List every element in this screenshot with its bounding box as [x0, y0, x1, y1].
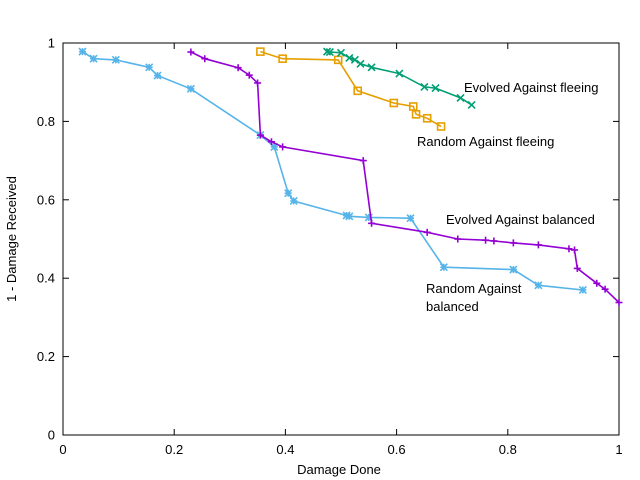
data-point	[256, 131, 264, 139]
data-point	[186, 84, 195, 93]
series-label-4: Evolved Against fleeing	[464, 80, 598, 95]
series-label-line: Evolved Against balanced	[446, 212, 595, 227]
series-line	[326, 50, 473, 106]
series-label-line: balanced	[426, 299, 479, 314]
data-point	[323, 47, 332, 56]
data-point	[345, 212, 354, 221]
data-point	[509, 265, 518, 274]
data-point	[187, 48, 195, 56]
data-point	[78, 47, 87, 56]
data-point	[615, 299, 623, 307]
data-point	[534, 281, 543, 290]
data-point	[256, 47, 265, 56]
data-point	[367, 63, 376, 72]
data-point	[89, 54, 98, 63]
data-point	[509, 239, 517, 247]
series-labels: Random Against balanced Evolved Against ba…	[417, 80, 598, 314]
series-line	[190, 51, 620, 304]
data-point	[423, 228, 431, 236]
series-label-2: Evolved Against balanced	[446, 212, 595, 227]
data-point	[420, 82, 429, 91]
y-tick-label: 0	[48, 428, 55, 443]
series-line	[260, 50, 442, 128]
data-point	[436, 122, 446, 131]
data-point	[111, 55, 120, 64]
data-point	[289, 196, 298, 206]
data-point	[578, 285, 587, 295]
data-point	[408, 102, 418, 111]
x-axis-title: Damage Done	[297, 462, 381, 477]
data-point	[395, 69, 404, 78]
data-point	[601, 285, 609, 293]
y-tick-label: 0.8	[37, 114, 55, 129]
data-point	[454, 235, 462, 243]
y-tick-label: 0.4	[37, 271, 55, 286]
data-point	[268, 138, 275, 146]
data-point	[431, 84, 440, 93]
data-point	[356, 59, 365, 68]
data-point	[571, 246, 579, 254]
data-point	[406, 214, 415, 223]
data-point	[336, 48, 346, 57]
y-tick-label: 0.2	[37, 349, 55, 364]
data-point	[456, 93, 465, 102]
data-point	[284, 189, 293, 198]
data-point	[439, 263, 448, 272]
data-point	[411, 110, 421, 119]
data-point	[467, 100, 476, 110]
data-point	[482, 236, 490, 244]
data-point	[325, 47, 334, 57]
data-point	[368, 219, 376, 227]
data-point	[534, 241, 542, 249]
data-point	[593, 279, 601, 287]
x-tick-label: 0.8	[499, 442, 517, 457]
x-tick-label: 0	[59, 442, 66, 457]
series-label-line: Evolved Against fleeing	[464, 80, 598, 95]
data-point	[254, 79, 262, 87]
data-point	[234, 64, 242, 72]
data-point	[345, 53, 354, 62]
series-2	[187, 48, 623, 307]
data-point	[573, 264, 581, 272]
plot-border	[62, 42, 620, 436]
x-tick-label: 0.6	[388, 442, 406, 457]
data-point	[279, 143, 287, 151]
series-label-3: Random Against fleeing	[417, 134, 554, 149]
y-axis-title: 1 - Damage Received	[4, 176, 19, 302]
data-point	[153, 71, 162, 80]
x-tick-label: 0.4	[276, 442, 294, 457]
series-group	[78, 47, 623, 307]
data-point	[389, 98, 399, 108]
data-point	[245, 71, 253, 79]
data-point	[359, 157, 367, 165]
y-tick-label: 0.6	[37, 192, 55, 207]
data-point	[490, 237, 498, 245]
data-point	[422, 113, 432, 123]
x-tick-label: 0.2	[165, 442, 183, 457]
series-label-1: Random Against balanced	[426, 281, 522, 314]
series-1	[78, 47, 587, 295]
axis-ticks: 0 0.2 0.4 0.6 0.8 1 0 0.2 0.4 0.6 0.8 1	[37, 36, 623, 458]
data-point	[145, 63, 154, 72]
data-point	[565, 245, 573, 253]
series-label-line: Random Against	[426, 281, 522, 296]
data-point	[201, 55, 209, 63]
data-point	[353, 86, 362, 96]
series-label-line: Random Against fleeing	[417, 134, 554, 149]
x-tick-label: 1	[615, 442, 622, 457]
series-line	[82, 50, 583, 291]
data-point	[278, 54, 287, 63]
data-point	[350, 55, 359, 64]
y-tick-label: 1	[48, 36, 55, 51]
plot-frame	[62, 42, 620, 436]
series-3	[256, 47, 446, 131]
series-4	[323, 47, 476, 110]
